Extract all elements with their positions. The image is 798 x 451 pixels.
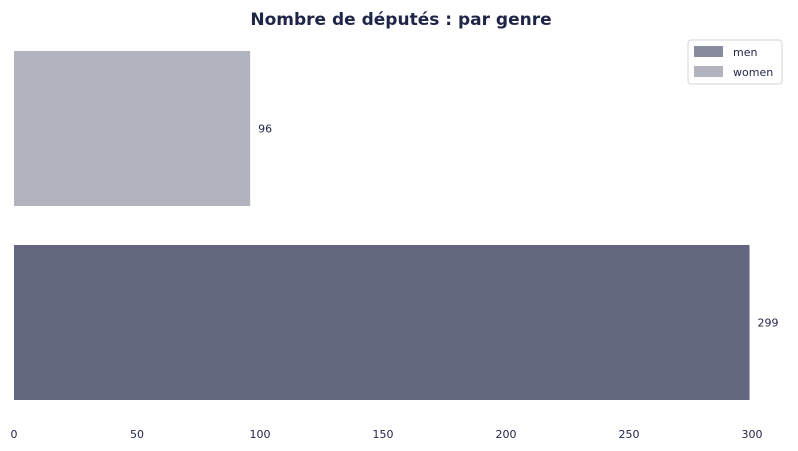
legend-label-men: men: [733, 46, 757, 59]
x-tick-label: 250: [619, 428, 640, 441]
bar-value-label-women: 96: [258, 123, 272, 136]
bar-value-label-men: 299: [758, 317, 779, 330]
x-tick-label: 100: [250, 428, 271, 441]
chart-title: Nombre de députés : par genre: [250, 10, 551, 30]
x-axis: 0 50 100 150 200 250 300: [11, 428, 763, 441]
x-tick-label: 50: [130, 428, 144, 441]
bar-women: [14, 51, 251, 206]
legend-swatch-men: [694, 46, 723, 57]
x-tick-label: 200: [496, 428, 517, 441]
legend-swatch-women: [694, 66, 723, 77]
bar-men: [14, 245, 750, 400]
legend-label-women: women: [733, 66, 773, 79]
x-tick-label: 300: [742, 428, 763, 441]
x-tick-label: 150: [373, 428, 394, 441]
legend: men women: [687, 39, 783, 85]
x-tick-label: 0: [11, 428, 18, 441]
bars-group: 96 299: [14, 51, 779, 400]
